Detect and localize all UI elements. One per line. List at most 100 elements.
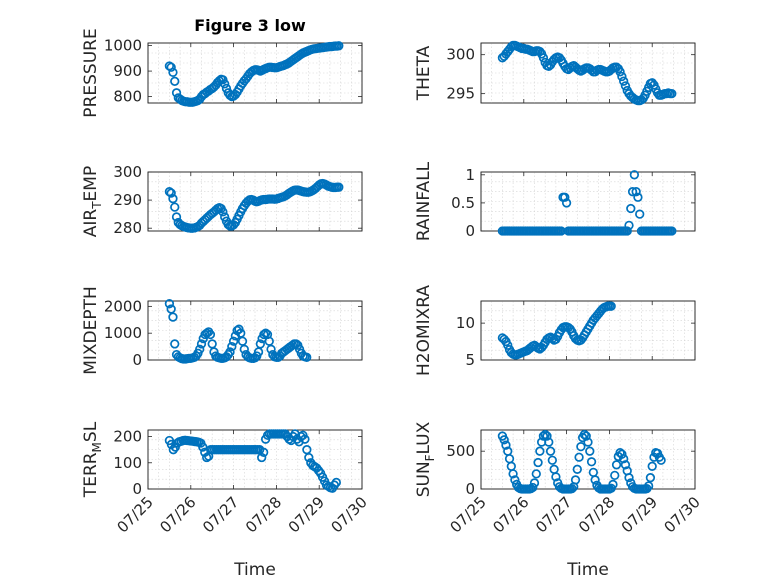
data-point bbox=[656, 455, 666, 465]
data-point bbox=[261, 328, 271, 338]
data-point bbox=[499, 435, 509, 445]
y-axis-label: SUNFLUX bbox=[414, 421, 437, 497]
y-tick-label: 800 bbox=[113, 88, 142, 106]
data-point bbox=[257, 452, 267, 463]
figure-title: Figure 3 low bbox=[194, 16, 306, 35]
data-point bbox=[501, 440, 511, 450]
data-point bbox=[622, 226, 632, 236]
y-axis-label-subscript: T bbox=[90, 201, 104, 210]
data-point bbox=[576, 441, 586, 452]
data-point bbox=[533, 457, 543, 468]
data-point bbox=[195, 344, 205, 354]
data-point bbox=[620, 81, 631, 91]
y-tick-label: 0 bbox=[132, 480, 142, 498]
data-point bbox=[610, 470, 620, 481]
data-point bbox=[633, 192, 643, 202]
data-point bbox=[626, 203, 636, 214]
data-point bbox=[572, 464, 582, 474]
y-tick-label: 0 bbox=[465, 222, 475, 240]
data-point bbox=[168, 67, 178, 78]
x-tick-label: 07/26 bbox=[489, 493, 532, 536]
data-point bbox=[529, 478, 540, 488]
data-point bbox=[545, 446, 556, 456]
data-point bbox=[574, 452, 584, 462]
y-axis-label-part: TERR bbox=[81, 452, 101, 498]
data-point bbox=[619, 76, 629, 86]
data-point bbox=[259, 329, 269, 340]
data-point bbox=[560, 192, 570, 202]
data-point bbox=[631, 187, 641, 197]
data-point bbox=[164, 187, 175, 197]
x-tick-label: 07/30 bbox=[328, 493, 371, 536]
y-axis-label: PRESSURE bbox=[81, 28, 101, 117]
data-point bbox=[300, 434, 310, 444]
data-point bbox=[561, 198, 572, 208]
data-point bbox=[164, 299, 175, 309]
y-tick-label: 1000 bbox=[104, 324, 142, 342]
axes-border bbox=[480, 429, 696, 490]
y-tick-label: 0 bbox=[132, 351, 142, 369]
y-axis-label-part: LUX bbox=[414, 421, 434, 454]
data-point bbox=[540, 429, 550, 440]
panel-air-temp: 280 290 300 AIRTEMP bbox=[81, 163, 363, 238]
data-point bbox=[531, 469, 541, 479]
y-tick-label: 0.5 bbox=[451, 194, 475, 212]
data-point bbox=[170, 339, 180, 349]
data-point bbox=[171, 212, 182, 222]
y-axis-label-subscript: F bbox=[423, 454, 437, 461]
data-point bbox=[166, 62, 176, 72]
y-tick-label: 200 bbox=[113, 428, 142, 446]
data-point bbox=[615, 67, 625, 77]
data-point bbox=[302, 352, 312, 362]
data-point bbox=[617, 71, 627, 82]
x-tick-label: 07/27 bbox=[199, 493, 242, 536]
data-point bbox=[619, 454, 629, 464]
y-tick-label: 5 bbox=[465, 351, 475, 369]
panel-sun-flux: 0 500 07/25 07/26 07/27 07/28 07/29 07/30 SUNFLU… bbox=[414, 421, 704, 536]
data-point bbox=[227, 341, 237, 352]
data-point bbox=[547, 455, 557, 465]
y-tick-label: 300 bbox=[113, 163, 142, 181]
y-axis-label-part: AIR bbox=[81, 209, 101, 238]
data-point bbox=[667, 226, 677, 236]
axes-border bbox=[147, 42, 363, 104]
data-point bbox=[170, 202, 180, 212]
y-axis-label-part: SL bbox=[81, 421, 101, 442]
data-point bbox=[551, 472, 561, 482]
data-point bbox=[503, 340, 513, 350]
axes-border bbox=[147, 171, 363, 232]
x-axis-label-right: Time bbox=[566, 560, 609, 580]
data-point bbox=[239, 344, 249, 354]
data-point bbox=[255, 339, 266, 349]
data-point bbox=[608, 479, 618, 490]
x-tick-label: 07/26 bbox=[156, 493, 199, 536]
y-axis-label: THETA bbox=[414, 45, 434, 101]
data-point bbox=[590, 475, 600, 485]
y-tick-label: 300 bbox=[446, 46, 475, 64]
data-point bbox=[196, 339, 207, 349]
data-point bbox=[567, 483, 577, 494]
data-point bbox=[643, 481, 654, 491]
x-axis-label-left: Time bbox=[233, 560, 276, 580]
data-point bbox=[586, 457, 597, 467]
data-point bbox=[218, 207, 228, 217]
y-axis-label: TERRMSL bbox=[81, 421, 104, 498]
x-tick-label: 07/28 bbox=[242, 493, 285, 536]
x-tick-label: 07/29 bbox=[285, 493, 328, 536]
y-axis-label: RAINFALL bbox=[414, 161, 434, 241]
data-point bbox=[585, 446, 595, 456]
data-point bbox=[220, 212, 230, 222]
data-point bbox=[538, 431, 549, 441]
data-point bbox=[617, 449, 627, 459]
y-tick-label: 290 bbox=[113, 191, 142, 209]
data-point bbox=[547, 333, 557, 344]
data-point bbox=[221, 83, 232, 94]
data-point bbox=[198, 442, 208, 452]
data-point bbox=[629, 170, 640, 180]
axes-border bbox=[480, 42, 696, 104]
data-point bbox=[647, 461, 657, 471]
data-point bbox=[225, 90, 235, 100]
